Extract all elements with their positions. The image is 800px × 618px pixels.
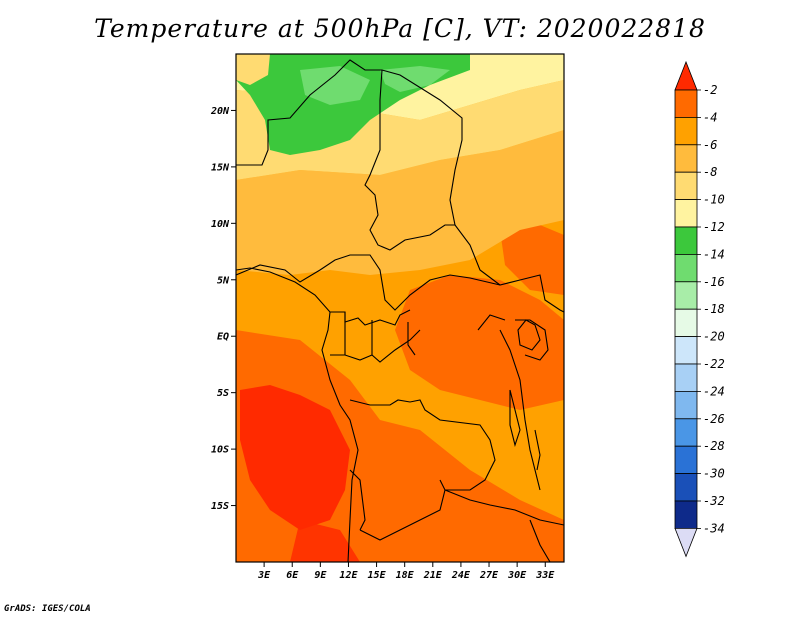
lat-label: 5S <box>217 388 229 399</box>
colorbar-label: -16 <box>703 275 725 289</box>
colorbar-label: -14 <box>703 247 725 261</box>
colorbar-label: -30 <box>703 467 725 481</box>
colorbar-label: -32 <box>703 494 725 508</box>
lat-label: 20N <box>210 106 230 117</box>
colorbar-swatch <box>674 144 698 173</box>
colorbar-label: -34 <box>703 521 725 535</box>
colorbar-swatch <box>674 336 698 365</box>
colorbar-label: -8 <box>703 165 717 179</box>
colorbar-label: -28 <box>703 439 725 453</box>
colorbar-swatch <box>674 445 698 475</box>
lon-label: 33E <box>535 570 555 581</box>
lakes <box>509 319 541 471</box>
latitude-axis: 20N 15N 10N 5N EQ 5S 10S 15S <box>210 106 236 512</box>
lon-label: 21E <box>423 570 443 581</box>
colorbar-swatch <box>674 253 698 283</box>
lat-label: 5N <box>217 275 230 286</box>
lon-label: 6E <box>286 570 299 581</box>
lat-label: EQ <box>217 332 229 343</box>
colorbar-swatch <box>674 199 698 228</box>
colorbar-label: -2 <box>703 83 717 97</box>
lon-label: 3E <box>257 570 271 581</box>
lon-label: 30E <box>507 570 527 581</box>
credit-label: GrADS: IGES/COLA <box>4 604 91 614</box>
lat-label: 10N <box>211 219 230 230</box>
lat-label: 15N <box>211 162 230 173</box>
coastline <box>236 267 359 562</box>
colorbar-swatch <box>674 281 698 310</box>
longitude-axis: 3E 6E 9E 12E 15E 18E 21E 24E 27E 30E 33E <box>257 562 555 581</box>
colorbar-label: -12 <box>703 220 725 234</box>
colorbar-swatch <box>674 363 698 392</box>
map-frame <box>235 53 565 563</box>
temperature-field <box>236 54 564 562</box>
colorbar-label: -6 <box>703 138 717 152</box>
lon-label: 27E <box>479 570 499 581</box>
map-title: Temperature at 500hPa [C], VT: 202002281… <box>94 14 706 43</box>
colorbar-arrow-bottom <box>674 528 698 558</box>
colorbar-swatch <box>674 171 698 200</box>
lat-label: 15S <box>211 501 229 512</box>
colorbar-swatch <box>674 226 698 255</box>
colorbar: -2 -4 -6 -8 -10 -12 -14 -16 -18 -20 -22 -24 -26 -28 -3… <box>674 60 725 558</box>
colorbar-label: -10 <box>703 193 725 207</box>
lat-label: 10S <box>211 445 229 456</box>
country-borders <box>236 59 564 562</box>
lon-label: 9E <box>314 570 327 581</box>
colorbar-label: -20 <box>703 330 725 344</box>
colorbar-label: -22 <box>703 357 725 371</box>
colorbar-swatch <box>674 500 698 529</box>
lon-label: 18E <box>396 570 415 581</box>
colorbar-label: -4 <box>703 110 717 124</box>
colorbar-swatch <box>674 308 698 338</box>
colorbar-swatch <box>674 390 698 420</box>
colorbar-swatch <box>674 89 698 118</box>
colorbar-label: -24 <box>703 384 725 398</box>
lon-label: 12E <box>339 570 358 581</box>
colorbar-label: -26 <box>703 412 725 426</box>
colorbar-swatch <box>674 117 698 146</box>
lon-label: 24E <box>451 570 471 581</box>
colorbar-swatch <box>674 418 698 447</box>
colorbar-arrow-top <box>674 60 698 91</box>
colorbar-label: -18 <box>703 302 725 316</box>
lon-label: 15E <box>368 570 387 581</box>
colorbar-swatch <box>674 473 698 502</box>
